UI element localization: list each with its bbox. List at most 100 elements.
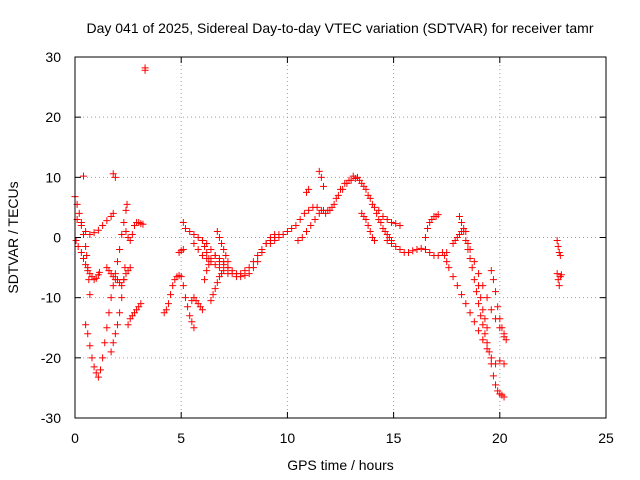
data-point	[472, 288, 480, 296]
data-point	[475, 327, 483, 335]
data-point	[86, 230, 94, 238]
data-point	[275, 234, 283, 241]
data-point	[477, 294, 485, 302]
data-point	[379, 224, 387, 232]
data-point	[383, 215, 391, 223]
y-tick-label: -20	[41, 350, 61, 366]
data-point	[487, 354, 495, 362]
data-point	[107, 348, 115, 356]
data-point	[254, 258, 262, 266]
data-point	[96, 366, 104, 374]
x-tick-label: 0	[71, 430, 79, 446]
data-point	[379, 212, 387, 220]
data-point	[122, 206, 130, 214]
data-point	[116, 246, 124, 254]
data-point	[179, 246, 187, 254]
data-point	[123, 200, 131, 208]
data-point	[92, 274, 100, 282]
data-point	[483, 294, 491, 302]
data-point	[396, 221, 404, 229]
data-point	[271, 237, 279, 245]
data-point	[303, 188, 311, 196]
data-point	[288, 224, 296, 232]
data-point	[296, 215, 304, 223]
data-point	[103, 324, 111, 332]
data-point	[201, 276, 209, 284]
data-point	[426, 249, 434, 257]
data-point	[111, 173, 119, 181]
data-point	[445, 264, 453, 272]
data-point	[479, 306, 487, 314]
data-point	[215, 255, 223, 263]
series-sat-g	[124, 300, 145, 329]
data-point	[555, 249, 563, 257]
series-outliers	[79, 64, 149, 181]
y-tick-label: 0	[53, 230, 61, 246]
data-point	[177, 273, 185, 281]
data-point	[218, 240, 226, 248]
data-point	[487, 267, 495, 275]
data-point	[194, 246, 202, 254]
data-point	[213, 279, 221, 287]
data-point	[555, 282, 563, 290]
data-point	[266, 234, 274, 241]
data-point	[215, 264, 223, 272]
data-point	[198, 252, 206, 260]
data-point	[222, 252, 230, 260]
data-point	[341, 179, 349, 187]
data-point	[139, 220, 147, 228]
data-point	[353, 173, 361, 181]
data-point	[483, 339, 491, 347]
data-point	[494, 303, 502, 311]
data-point	[181, 224, 189, 232]
data-point	[179, 282, 187, 290]
data-point	[109, 209, 117, 217]
y-tick-label: 10	[45, 169, 61, 185]
data-point	[95, 268, 103, 276]
x-tick-label: 5	[177, 430, 185, 446]
data-point	[201, 243, 209, 251]
x-tick-label: 20	[492, 430, 508, 446]
series-sat-t	[303, 167, 328, 196]
data-point	[141, 66, 149, 74]
data-point	[466, 255, 474, 263]
data-point	[485, 348, 493, 356]
data-point	[213, 227, 221, 235]
data-point	[207, 246, 215, 254]
grid-lines	[75, 57, 606, 418]
data-point	[266, 240, 274, 248]
x-tick-label: 10	[280, 430, 296, 446]
data-point	[332, 194, 340, 202]
data-point	[82, 227, 90, 235]
series-sat-f	[103, 264, 134, 290]
data-point	[300, 209, 308, 217]
y-tick-label: -10	[41, 290, 61, 306]
data-point	[413, 246, 421, 254]
series-sat-o	[190, 240, 232, 278]
series-sat-ad	[475, 282, 491, 332]
data-point	[421, 246, 429, 254]
data-point	[487, 360, 495, 368]
data-point	[137, 300, 145, 308]
data-point	[82, 261, 90, 269]
series-sat-i	[160, 271, 198, 332]
data-point	[116, 309, 124, 317]
data-point	[86, 291, 94, 299]
data-point	[364, 221, 372, 229]
data-point	[94, 226, 102, 234]
data-point	[470, 318, 478, 326]
data-point	[453, 282, 461, 290]
data-point	[383, 237, 391, 245]
y-tick-label: 20	[45, 109, 61, 125]
data-point	[224, 264, 232, 272]
series-sat-e	[107, 264, 129, 356]
data-point	[349, 172, 357, 180]
data-point	[118, 230, 126, 238]
data-point	[109, 170, 117, 178]
data-point	[99, 354, 107, 362]
data-point	[203, 267, 211, 275]
data-point	[466, 309, 474, 317]
data-point	[320, 182, 328, 190]
data-point	[75, 209, 83, 217]
data-point	[190, 324, 198, 332]
